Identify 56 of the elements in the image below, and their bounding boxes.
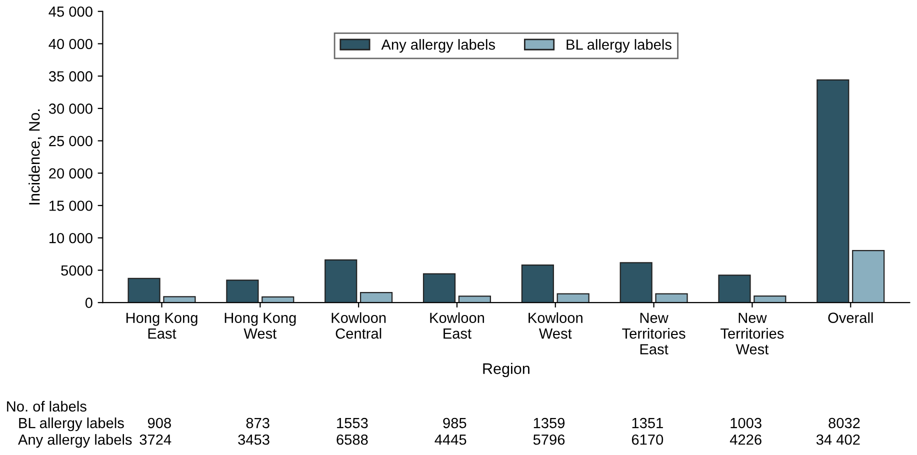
bar (163, 296, 196, 303)
x-axis-title: Region (483, 362, 530, 378)
bar (128, 278, 160, 303)
data-label: 908 (148, 418, 171, 428)
x-tick-label: New Territories East (622, 312, 686, 354)
data-label: 1351 (632, 418, 663, 428)
bar (422, 273, 456, 303)
x-tick-label: Hong Kong East (126, 312, 198, 339)
y-tick-label: 35 000 (48, 71, 92, 82)
bar (521, 264, 554, 303)
y-tick-label: 20 000 (49, 168, 92, 179)
data-label: 6588 (336, 434, 368, 445)
x-tick-label: Hong Kong West (224, 312, 296, 339)
y-tick-label: 0 (85, 298, 92, 308)
data-label: 1359 (534, 418, 565, 428)
bar (360, 292, 393, 303)
data-label: 34 402 (816, 434, 860, 445)
data-label: 1003 (730, 418, 762, 428)
x-tick-label: Kowloon Central (332, 312, 386, 339)
data-label: 3724 (140, 434, 172, 445)
y-tick-label: 40 000 (48, 38, 92, 50)
text: No. of labels (7, 400, 86, 412)
bar (620, 262, 652, 303)
y-axis-title: Incidence, No. (28, 110, 42, 204)
text: BL allergy labels (19, 418, 124, 432)
x-tick-label: Kowloon West (528, 312, 582, 339)
text: Any allergy labels (18, 434, 132, 448)
data-label: 3453 (238, 434, 270, 445)
y-tick-label: 30 000 (48, 104, 92, 114)
bar (718, 274, 751, 303)
x-tick-label: Kowloon East (430, 312, 484, 339)
y-tick-label: 5000 (61, 265, 92, 276)
data-label: 8032 (828, 418, 860, 428)
x-tick-label: New Territories West (720, 312, 784, 354)
data-label: 4226 (730, 434, 762, 445)
y-tick-label: 45 000 (48, 6, 92, 17)
bar (754, 296, 786, 303)
bar (458, 296, 491, 303)
y-tick-label: 15 000 (49, 200, 92, 211)
bar (324, 259, 358, 303)
bar (852, 250, 885, 303)
bar (226, 280, 259, 303)
data-label: 873 (246, 418, 270, 428)
bar (556, 293, 590, 303)
legend-label: BL allergy labels (566, 39, 672, 53)
data-label: 5796 (533, 434, 565, 445)
bar (816, 79, 850, 303)
x-tick-label: Overall (828, 312, 873, 324)
data-label: 1553 (337, 418, 368, 428)
data-label: 4445 (434, 434, 466, 445)
legend-label: Any allergy labels (381, 39, 495, 53)
data-label: 6170 (632, 434, 664, 445)
y-tick-label: 25 000 (49, 136, 92, 146)
bar (655, 293, 688, 303)
data-label: 985 (443, 418, 466, 428)
y-tick-label: 10 000 (49, 232, 92, 244)
